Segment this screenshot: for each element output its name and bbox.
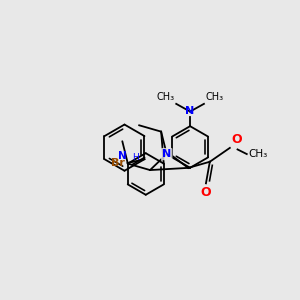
Text: H: H <box>132 153 138 162</box>
Text: O: O <box>231 134 242 146</box>
Text: N: N <box>118 152 126 161</box>
Text: O: O <box>201 186 211 200</box>
Text: N: N <box>162 149 171 159</box>
Text: N: N <box>185 106 195 116</box>
Text: Br: Br <box>111 158 125 168</box>
Text: CH₃: CH₃ <box>157 92 175 102</box>
Text: CH₃: CH₃ <box>248 149 268 159</box>
Text: CH₃: CH₃ <box>206 92 224 102</box>
